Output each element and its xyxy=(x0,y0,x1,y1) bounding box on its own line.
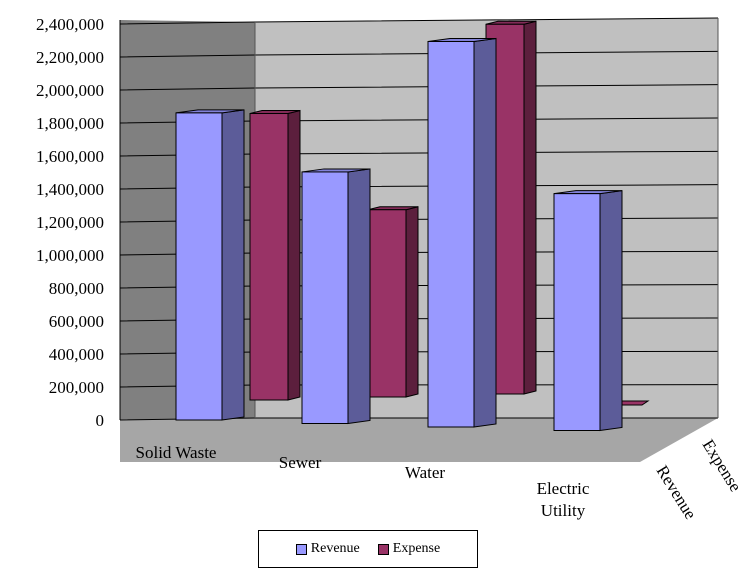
bar-revenue xyxy=(553,190,623,432)
x-tick-label: Sewer xyxy=(279,453,322,472)
y-tick-label: 1,400,000 xyxy=(36,180,104,199)
bar-front xyxy=(427,40,475,428)
bar-side xyxy=(221,109,245,421)
y-tick-label: 600,000 xyxy=(49,312,104,331)
y-tick-label: 2,400,000 xyxy=(36,15,104,34)
legend-item-revenue: Revenue xyxy=(295,541,360,557)
legend-label-revenue: Revenue xyxy=(310,541,360,556)
bar-front xyxy=(367,209,407,398)
legend: Revenue Expense xyxy=(258,530,478,568)
y-tick-label: 1,800,000 xyxy=(36,114,104,133)
legend-label-expense: Expense xyxy=(392,541,441,556)
x-tick-label: Water xyxy=(405,463,445,482)
bar-revenue xyxy=(301,168,371,425)
bar-side xyxy=(599,190,623,432)
legend-item-expense: Expense xyxy=(377,541,441,557)
y-tick-label: 2,000,000 xyxy=(36,81,104,100)
bar-revenue xyxy=(175,109,245,421)
depth-tick-label: Revenue xyxy=(653,462,701,523)
bar-expense xyxy=(249,109,301,401)
bar-side xyxy=(405,206,419,398)
x-tick-label: Electric Utility xyxy=(537,479,590,520)
y-axis-ticks: 0 200,000 400,000 600,000 800,000 1,000,000 1,… xyxy=(36,15,104,430)
y-tick-label: 800,000 xyxy=(49,279,104,298)
legend-swatch-revenue xyxy=(295,543,307,555)
bar-side xyxy=(287,109,301,401)
bar-front xyxy=(301,171,349,424)
y-tick-label: 200,000 xyxy=(49,378,104,397)
x-tick-label: Solid Waste xyxy=(136,443,217,462)
bar-front xyxy=(175,112,223,421)
y-tick-label: 1,200,000 xyxy=(36,213,104,232)
bar-side xyxy=(473,37,497,428)
y-tick-label: 1,000,000 xyxy=(36,246,104,265)
bar-revenue xyxy=(427,37,497,428)
x-axis-ticks: Solid Waste Sewer Water Electric Utility xyxy=(136,443,590,520)
bar-front xyxy=(553,193,601,431)
y-tick-label: 400,000 xyxy=(49,345,104,364)
bar-front xyxy=(249,113,289,401)
y-tick-label: 0 xyxy=(96,411,105,430)
bar-side xyxy=(347,168,371,425)
y-tick-label: 1,600,000 xyxy=(36,147,104,166)
y-tick-label: 2,200,000 xyxy=(36,48,104,67)
bar-side xyxy=(523,20,537,395)
depth-tick-label: Expense xyxy=(699,436,744,495)
legend-swatch-expense xyxy=(377,543,389,555)
bars xyxy=(175,20,650,432)
bar-expense xyxy=(367,206,419,398)
